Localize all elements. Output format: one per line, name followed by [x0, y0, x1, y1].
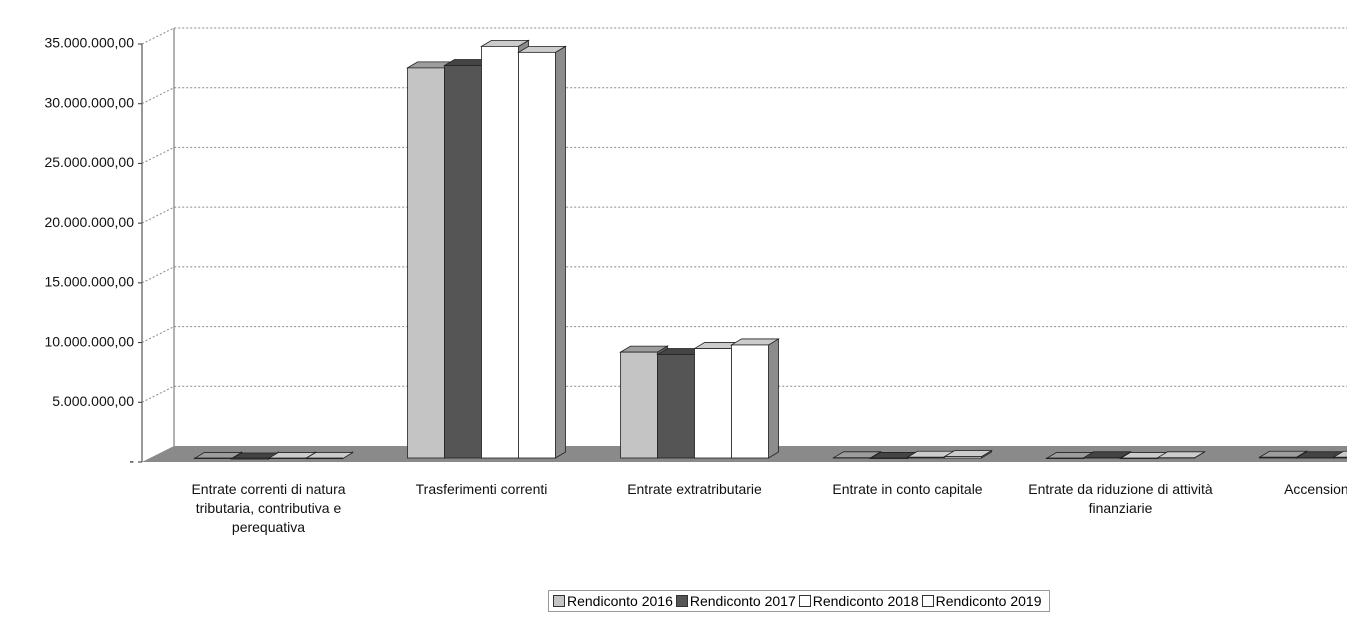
legend-item: Rendiconto 2016 — [553, 593, 673, 609]
legend-swatch — [921, 595, 934, 607]
x-tick-label: Entrate correnti di natura tributaria, c… — [191, 481, 346, 535]
bar — [731, 344, 769, 459]
legend-swatch — [553, 595, 565, 607]
y-tick-label: 5.000.000,00 — [52, 393, 134, 409]
x-tick-label: Accensione di p — [1284, 481, 1347, 497]
bar-side — [555, 45, 566, 459]
y-tick-label: 35.000.000,00 — [44, 35, 134, 51]
legend-label: Rendiconto 2019 — [935, 593, 1042, 609]
grid-line — [141, 87, 1347, 105]
bar — [407, 67, 445, 459]
legend-label: Rendiconto 2018 — [812, 593, 919, 609]
legend-label: Rendiconto 2017 — [689, 593, 796, 609]
bar-top — [1332, 450, 1347, 458]
bar — [481, 45, 519, 459]
bar — [518, 51, 556, 459]
bar — [305, 457, 343, 460]
x-tick-label: Trasferimenti correnti — [415, 481, 548, 497]
x-tick-label: Entrate in conto capitale — [832, 481, 983, 497]
grid-line — [141, 266, 1347, 284]
legend-item: Rendiconto 2018 — [798, 593, 919, 609]
bar — [620, 351, 658, 459]
bar — [1259, 456, 1297, 459]
bar-side — [768, 338, 779, 459]
bar — [657, 354, 695, 459]
y-tick-label: 15.000.000,00 — [44, 274, 134, 290]
y-tick-label: 25.000.000,00 — [44, 154, 134, 170]
legend-swatch — [675, 595, 688, 607]
y-tick-label: 10.000.000,00 — [44, 333, 134, 349]
legend: Rendiconto 2016 Rendiconto 2017 Rendiconto… — [548, 590, 1050, 612]
x-tick-label: Entrate da riduzione di attività finanzi… — [1028, 481, 1213, 516]
bar — [944, 456, 982, 459]
y-tick-label: 20.000.000,00 — [44, 214, 134, 230]
bar — [231, 457, 269, 460]
y-tick-label: - — [129, 453, 134, 469]
grid-line — [141, 146, 1347, 164]
y-tick-label: 30.000.000,00 — [44, 94, 134, 110]
bar — [694, 348, 732, 459]
grid-line — [141, 27, 1347, 45]
legend-swatch — [798, 595, 811, 607]
x-tick-label: Entrate extratributarie — [627, 481, 762, 497]
legend-item: Rendiconto 2019 — [921, 593, 1042, 609]
legend-label: Rendiconto 2016 — [567, 593, 673, 609]
bar — [907, 456, 945, 459]
grid-line — [141, 206, 1347, 224]
bar — [444, 65, 482, 459]
bar — [1333, 456, 1347, 459]
legend-item: Rendiconto 2017 — [675, 593, 796, 609]
